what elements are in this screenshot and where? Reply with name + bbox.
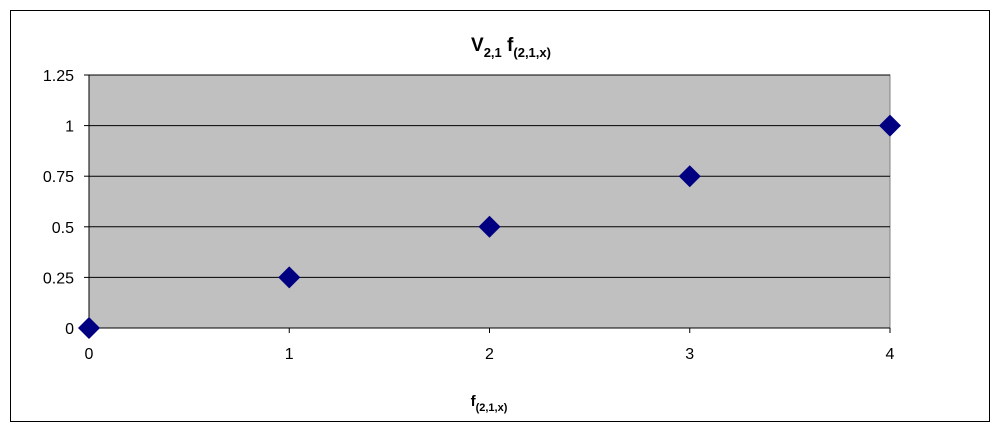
y-tick-label-0: 0 xyxy=(65,321,74,338)
y-tick-label-5: 1.25 xyxy=(43,68,74,85)
axes xyxy=(84,74,891,333)
chart-title: V2,1 f(2,1,x) xyxy=(471,35,551,60)
data-point-2 xyxy=(478,215,501,238)
data-point-0 xyxy=(78,317,100,339)
x-tick-label-1: 1 xyxy=(285,346,294,363)
x-tick-labels: 0 1 2 3 4 xyxy=(85,346,895,363)
x-tick-label-3: 3 xyxy=(685,346,694,363)
plot-area xyxy=(88,74,891,329)
x-axis-label: f(2,1,x) xyxy=(471,393,508,414)
data-points xyxy=(78,114,901,339)
data-point-1 xyxy=(278,266,301,289)
x-tick-label-4: 4 xyxy=(886,346,895,363)
data-point-4 xyxy=(879,114,901,137)
y-tick-label-1: 0.25 xyxy=(43,270,74,287)
x-tick-label-2: 2 xyxy=(485,346,494,363)
data-point-3 xyxy=(678,165,701,188)
y-tick-label-2: 0.5 xyxy=(52,220,74,237)
y-tick-labels: 0 0.25 0.5 0.75 1 1.25 xyxy=(43,68,74,338)
y-tick-label-4: 1 xyxy=(65,119,74,136)
x-tick-label-0: 0 xyxy=(85,346,94,363)
y-tick-label-3: 0.75 xyxy=(43,169,74,186)
